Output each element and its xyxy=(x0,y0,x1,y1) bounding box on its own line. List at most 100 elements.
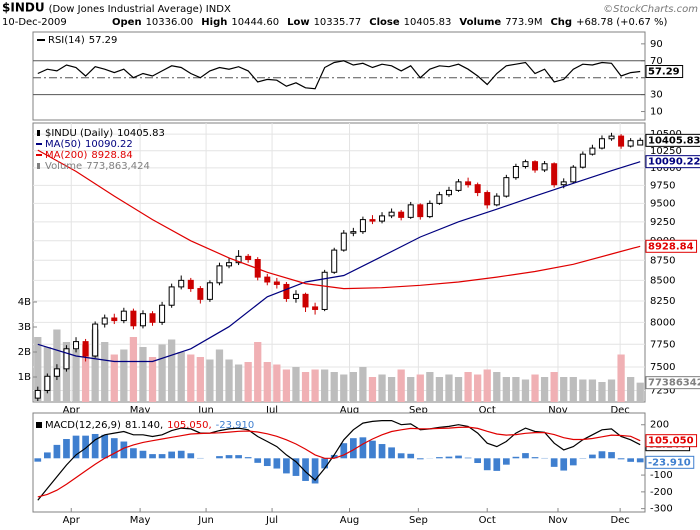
candle-body xyxy=(618,135,625,147)
histogram-bar xyxy=(483,458,491,471)
volume-bar xyxy=(168,339,176,402)
histogram-bar xyxy=(617,458,625,460)
legend-label: MA(50) xyxy=(45,139,81,150)
histogram-bar xyxy=(187,453,195,459)
histogram-bar xyxy=(388,447,395,459)
histogram-bar xyxy=(101,434,109,459)
candle-body xyxy=(312,306,319,310)
volume-bar xyxy=(531,374,539,402)
candle-body xyxy=(273,281,280,285)
histogram-bar xyxy=(569,458,577,466)
x-tick-label: Jul xyxy=(265,405,278,416)
x-tick-label: Dec xyxy=(610,515,629,526)
quote-label: Close xyxy=(369,17,400,28)
candle-body xyxy=(407,204,414,218)
histogram-bar xyxy=(254,458,262,463)
y-tick-label: 8500 xyxy=(650,275,675,286)
candle-body xyxy=(465,181,472,186)
candle-body xyxy=(321,271,328,310)
quote-label: Volume xyxy=(459,17,501,28)
value-label-box xyxy=(645,434,698,448)
candle-body xyxy=(493,195,500,206)
line xyxy=(37,149,641,290)
quote-value: 10336.00 xyxy=(146,17,194,28)
candle-body xyxy=(598,138,605,149)
y-tick-label: 200 xyxy=(650,420,669,431)
histogram-bar xyxy=(416,458,424,460)
line xyxy=(37,161,641,363)
histogram-bar xyxy=(244,457,252,459)
candle-body xyxy=(532,161,539,171)
value-label-box xyxy=(645,455,695,469)
quote-value: 10444.60 xyxy=(231,17,279,28)
volume-bar xyxy=(311,369,319,402)
histogram-bar xyxy=(464,457,472,459)
histogram-bar xyxy=(53,444,61,459)
histogram-bar xyxy=(522,453,529,459)
histogram-bar xyxy=(216,456,223,459)
x-tick-label: Apr xyxy=(63,515,81,526)
candle-body xyxy=(436,194,443,204)
candle-body xyxy=(579,153,586,168)
candle-body xyxy=(484,192,491,206)
y-tick-label: -300 xyxy=(650,504,673,515)
value-label-text: 773863424 xyxy=(648,378,700,389)
plot-area xyxy=(34,420,645,512)
value-label-text: -23.910 xyxy=(648,457,691,468)
volume-bar xyxy=(187,354,195,402)
value-label: 8928.84 xyxy=(645,239,698,253)
panel-value: 105.050, xyxy=(167,420,212,431)
candle-body xyxy=(627,140,634,147)
value-label-text: 10405.83 xyxy=(648,135,700,146)
histogram-bar xyxy=(369,440,376,459)
y-tick-label: 10250 xyxy=(650,146,682,157)
x-tick-label: Nov xyxy=(548,515,568,526)
quote-value: 10405.83 xyxy=(404,17,452,28)
quote-label: High xyxy=(201,17,227,28)
value-label: 57.29 xyxy=(645,65,684,79)
histogram-bar xyxy=(598,451,606,459)
histogram-bar xyxy=(120,441,128,459)
quote-label: Chg xyxy=(550,17,572,28)
candle-body xyxy=(417,204,424,218)
volume-bar xyxy=(387,377,396,402)
volume-bar xyxy=(483,369,491,402)
volume-bar xyxy=(560,377,568,402)
line xyxy=(37,426,641,498)
volume-bar xyxy=(464,372,472,402)
candle-body xyxy=(302,293,309,308)
watermark: ©StockCharts.com xyxy=(603,4,698,15)
value-label-text: 105.050 xyxy=(648,436,694,447)
line xyxy=(37,420,641,501)
volume-bar xyxy=(91,329,99,402)
histogram-bar xyxy=(627,458,635,462)
y-tick-label: 9750 xyxy=(650,180,675,191)
histogram-bar xyxy=(177,450,185,459)
candle-body xyxy=(73,341,80,350)
candle-body xyxy=(340,232,347,251)
volume-bar xyxy=(397,369,405,402)
quote-value: +68.78 (+0.67 %) xyxy=(576,17,667,28)
candle-body xyxy=(149,313,156,323)
histogram-bar xyxy=(330,454,338,459)
plot-area xyxy=(33,43,645,113)
x-tick-label: Aug xyxy=(340,405,360,416)
quote-value: 773.9M xyxy=(505,17,542,28)
volume-bar xyxy=(206,359,214,402)
histogram-bar xyxy=(397,453,405,459)
histogram-bar xyxy=(72,435,80,459)
candle-body xyxy=(398,211,405,218)
histogram-bar xyxy=(63,439,70,459)
candle-body xyxy=(637,139,644,146)
symbol: $INDU xyxy=(2,1,45,15)
histogram-bar xyxy=(608,452,615,459)
x-tick-label: Jun xyxy=(197,405,214,416)
x-tick-label: Aug xyxy=(340,515,360,526)
panel-value: 81.140, xyxy=(125,420,163,431)
candle-body xyxy=(226,262,233,267)
legend-swatch xyxy=(37,130,40,136)
x-tick-label: Sep xyxy=(409,515,428,526)
candle-body xyxy=(445,189,452,196)
volume-bar xyxy=(330,372,338,402)
